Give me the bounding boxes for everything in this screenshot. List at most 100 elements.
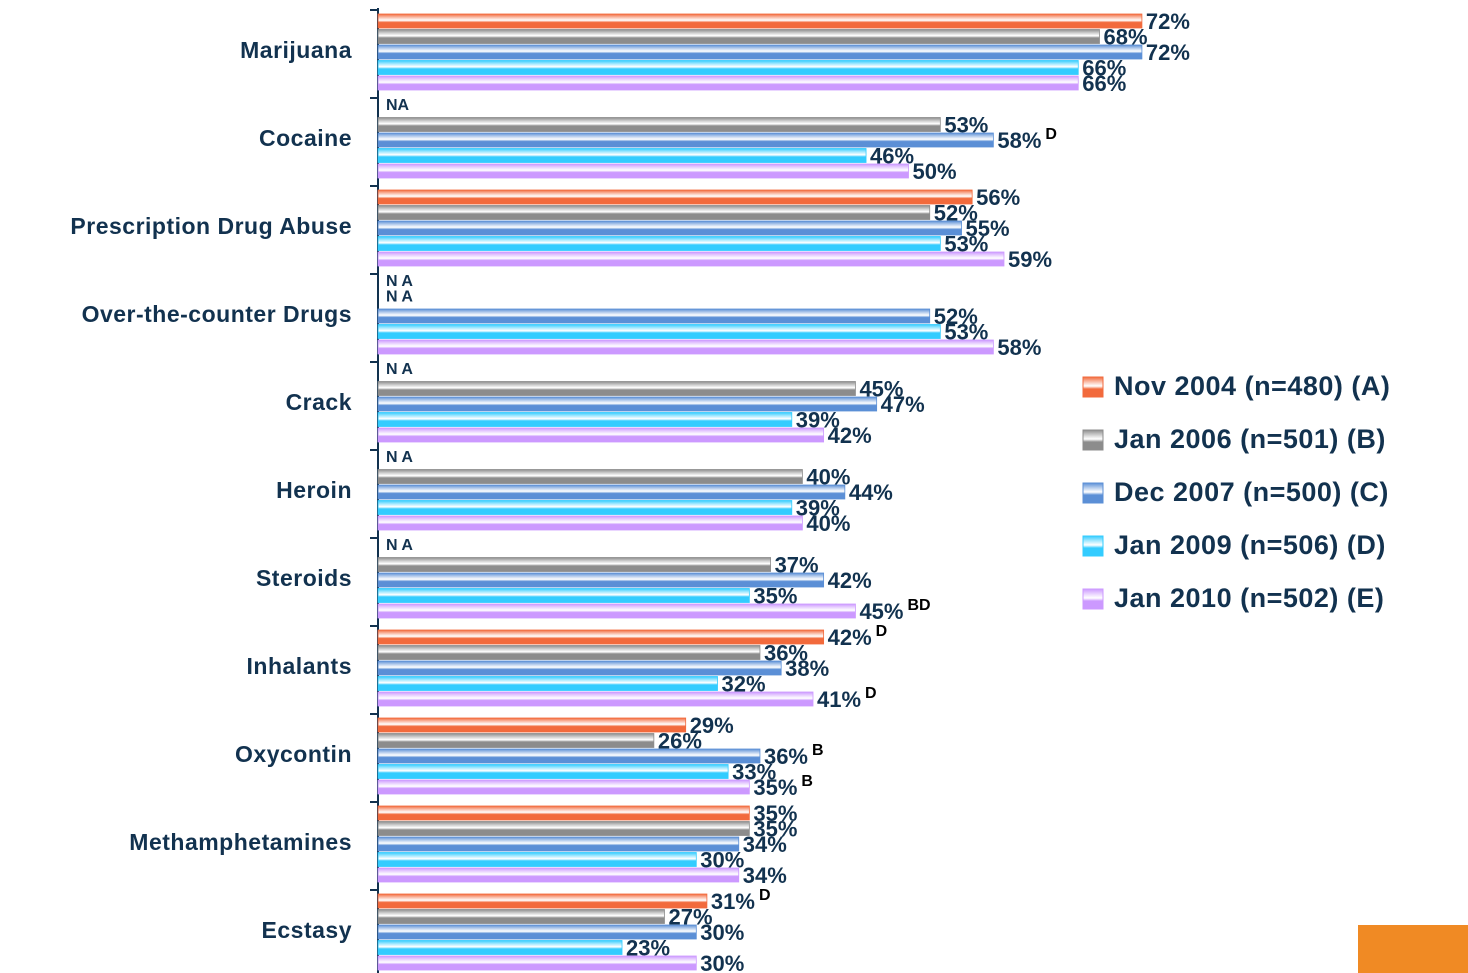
bar	[378, 852, 697, 867]
bar-edge	[377, 500, 793, 515]
bar-edge	[377, 867, 740, 883]
significance-label: BD	[907, 597, 930, 614]
bar	[378, 837, 739, 851]
value-label: 42%	[828, 423, 872, 448]
bar	[378, 630, 824, 644]
bar-edge	[377, 220, 962, 236]
category-label: Ecstasy	[262, 917, 352, 943]
value-label: 58%	[997, 335, 1041, 360]
bar	[378, 925, 697, 939]
bar	[378, 692, 814, 706]
na-label: N A	[386, 273, 413, 290]
value-label: 42%	[828, 625, 872, 650]
bar-edge	[377, 412, 793, 427]
legend-swatch	[1082, 535, 1104, 557]
bar	[378, 60, 1079, 75]
category-label: Crack	[286, 389, 352, 415]
bar	[378, 236, 941, 251]
bar	[378, 573, 824, 587]
value-label: 35%	[753, 775, 797, 800]
bar	[378, 397, 877, 411]
bar	[378, 221, 962, 235]
na-label: N A	[386, 449, 413, 466]
bar-edge	[377, 955, 697, 971]
legend-swatch	[1082, 588, 1104, 610]
value-label: 56%	[976, 185, 1020, 210]
category-label: Cocaine	[259, 125, 352, 151]
bar-edge	[377, 779, 750, 795]
significance-label: D	[759, 887, 771, 904]
bar-edge	[377, 515, 803, 531]
bar-edge	[377, 132, 994, 148]
category-label: Prescription Drug Abuse	[70, 213, 352, 239]
bar-edge	[377, 163, 909, 179]
significance-label: B	[801, 773, 813, 790]
bar-edge	[377, 557, 771, 572]
bar	[378, 133, 994, 147]
value-label: 41%	[817, 687, 861, 712]
bar	[378, 516, 803, 530]
bar-edge	[377, 836, 740, 852]
bar	[378, 764, 729, 779]
legend-swatch	[1082, 376, 1104, 398]
value-label: 44%	[849, 480, 893, 505]
bar-edge	[377, 205, 931, 220]
bar-edge	[377, 148, 867, 163]
bar	[378, 324, 941, 339]
bar-edge	[377, 75, 1079, 91]
bar	[378, 469, 803, 484]
value-label: 50%	[913, 159, 957, 184]
value-label: 34%	[743, 863, 787, 888]
bar-edge	[377, 469, 803, 484]
na-label: N A	[386, 537, 413, 554]
bar	[378, 14, 1142, 28]
bar	[378, 661, 782, 675]
legend-swatch	[1082, 482, 1104, 504]
value-label: 55%	[966, 216, 1010, 241]
bar	[378, 718, 686, 732]
bar	[378, 381, 856, 396]
bar-edge	[377, 588, 750, 603]
bar-edge	[377, 733, 655, 748]
bar-edge	[377, 189, 973, 205]
bar	[378, 806, 750, 820]
na-label: NA	[386, 97, 410, 114]
bar-edge	[377, 852, 697, 867]
bar-edge	[377, 427, 825, 443]
bar-edge	[377, 117, 941, 132]
bar	[378, 940, 623, 955]
logo-fragment	[1358, 925, 1468, 973]
bar	[378, 252, 1004, 266]
value-label: 42%	[828, 568, 872, 593]
bar	[378, 780, 750, 794]
value-label: 36%	[764, 744, 808, 769]
bar	[378, 412, 792, 427]
bar	[378, 821, 750, 836]
value-label: 38%	[785, 656, 829, 681]
legend-label: Nov 2004 (n=480) (A)	[1114, 371, 1390, 401]
bar	[378, 485, 845, 499]
bar-edge	[377, 748, 761, 764]
significance-label: B	[812, 742, 824, 759]
bar	[378, 956, 697, 970]
value-label: 72%	[1146, 40, 1190, 65]
bar-edge	[377, 13, 1143, 29]
category-label: Methamphetamines	[129, 829, 352, 855]
bar	[378, 45, 1142, 59]
significance-label: D	[865, 685, 877, 702]
bar-edge	[377, 821, 750, 836]
bar-edge	[377, 308, 931, 324]
bar	[378, 645, 760, 660]
value-label: 66%	[1082, 55, 1126, 80]
na-label: N A	[386, 289, 413, 306]
category-label: Steroids	[256, 565, 352, 591]
bar	[378, 117, 941, 132]
bar-edge	[377, 396, 878, 412]
category-label: Oxycontin	[235, 741, 352, 767]
bar-edge	[377, 940, 623, 955]
bar-edge	[377, 660, 782, 676]
significance-label: D	[876, 623, 888, 640]
bar-edge	[377, 324, 941, 339]
value-label: 47%	[881, 392, 925, 417]
